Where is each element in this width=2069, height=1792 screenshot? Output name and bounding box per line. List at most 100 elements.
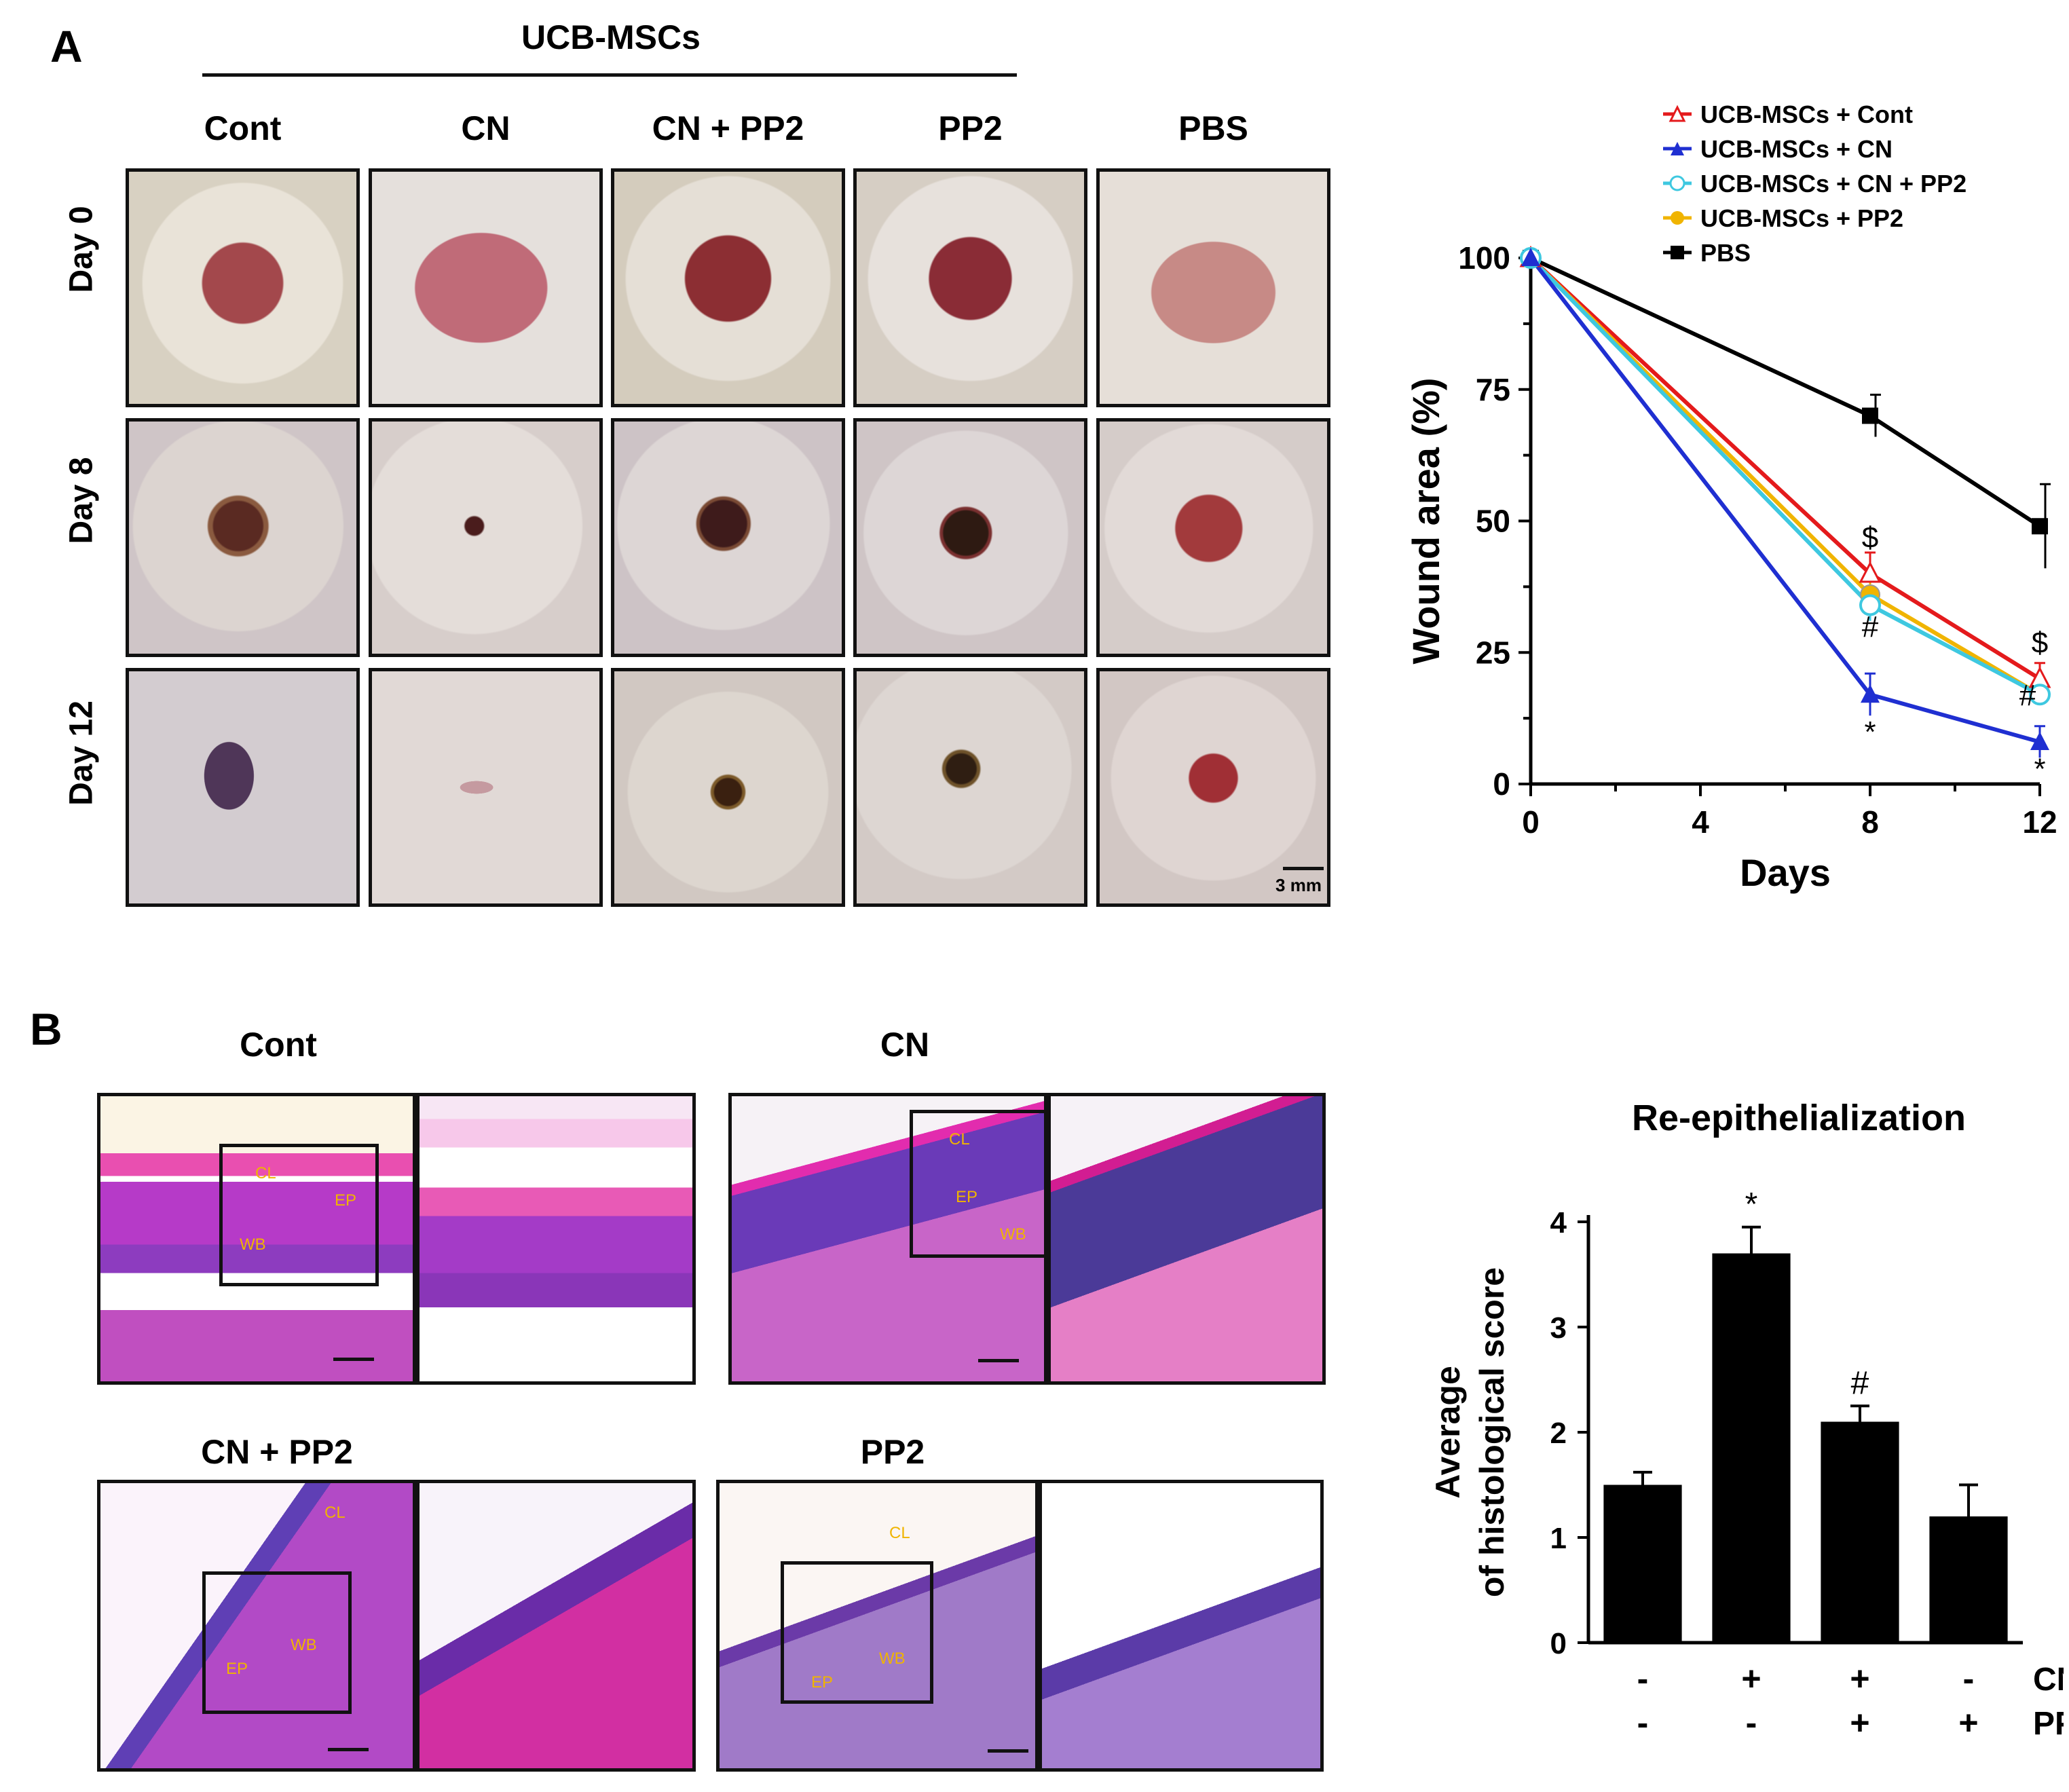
label-ep: EP xyxy=(811,1673,834,1692)
row-label-day0: Day 0 xyxy=(63,206,100,293)
histology-cn-pp2-overview: CL EP WB xyxy=(97,1480,416,1772)
y-tick-label: 25 xyxy=(1476,635,1510,670)
y-tick-label: 0 xyxy=(1550,1627,1567,1660)
pp2-condition: - xyxy=(1746,1704,1757,1742)
histo-title-pp2: PP2 xyxy=(860,1433,925,1471)
point xyxy=(2030,732,2049,750)
legend-entry: UCB-MSCs + PP2 xyxy=(1700,204,1903,232)
significance-mark: * xyxy=(2034,752,2045,785)
pp2-row-label: PP2 xyxy=(2033,1706,2064,1742)
label-wb: WB xyxy=(879,1649,906,1668)
chart-title: Re-epithelialization xyxy=(1632,1098,1966,1138)
scale-bar xyxy=(978,1359,1019,1362)
roi-box xyxy=(219,1144,379,1286)
wound-photo-pp2-day8 xyxy=(853,418,1087,657)
histology-cn-zoom xyxy=(1047,1093,1326,1385)
panel-letter-b: B xyxy=(30,1004,62,1054)
wound-photo-pbs-day12: 3 mm xyxy=(1096,668,1330,907)
series-line xyxy=(1529,256,2041,528)
x-tick-label: 0 xyxy=(1522,804,1540,840)
histo-title-cn: CN xyxy=(880,1026,930,1064)
histology-cont-overview: CL EP WB xyxy=(97,1093,416,1385)
histology-cn-pp2-zoom xyxy=(416,1480,696,1772)
histo-title-cont: Cont xyxy=(240,1026,317,1064)
wound-photo-cont-day12 xyxy=(126,668,360,907)
wound-photo-cn-pp2-day8 xyxy=(611,418,845,657)
series-line xyxy=(1529,256,2041,681)
y-tick-label: 2 xyxy=(1550,1417,1567,1450)
column-header-pbs: PBS xyxy=(1178,109,1248,147)
label-ep: EP xyxy=(335,1191,357,1210)
y-tick-label: 4 xyxy=(1550,1206,1567,1239)
column-header-cn-pp2: CN + PP2 xyxy=(652,109,804,147)
scale-bar xyxy=(328,1748,369,1751)
pp2-condition: + xyxy=(1958,1704,1978,1742)
significance-mark: # xyxy=(1862,610,1879,643)
y-tick-label: 0 xyxy=(1493,766,1510,802)
significance-mark: $ xyxy=(2032,626,2048,659)
label-cl: CL xyxy=(255,1164,276,1182)
wound-photo-cn-day8 xyxy=(369,418,603,657)
panel-letter-a: A xyxy=(50,21,83,71)
significance-mark: # xyxy=(1851,1365,1869,1401)
label-wb: WB xyxy=(1000,1225,1026,1244)
wound-photo-pp2-day12 xyxy=(853,668,1087,907)
point xyxy=(2032,518,2048,535)
roi-box xyxy=(781,1561,933,1704)
re-epithelialization-chart: Re-epithelialization 0 1 2 3 4 Average of histo… xyxy=(1429,1098,2064,1742)
histology-cn-overview: CL EP WB xyxy=(728,1093,1047,1385)
group-bracket-line xyxy=(202,73,1017,77)
significance-mark: * xyxy=(1864,715,1876,749)
scale-bar xyxy=(988,1749,1028,1753)
legend-marker xyxy=(1671,246,1684,259)
y-tick-label: 100 xyxy=(1458,240,1510,276)
point xyxy=(2029,684,2051,706)
row-label-day8: Day 8 xyxy=(63,457,100,544)
point xyxy=(1859,594,1881,616)
legend-entry: PBS xyxy=(1700,239,1751,267)
scale-bar xyxy=(1283,867,1324,870)
column-header-pp2: PP2 xyxy=(938,109,1003,147)
row-label-day12: Day 12 xyxy=(63,701,100,806)
wound-photo-pbs-day8 xyxy=(1096,418,1330,657)
point xyxy=(1862,407,1878,424)
significance-mark: $ xyxy=(1862,521,1878,554)
label-ep: EP xyxy=(226,1660,248,1678)
wound-photo-cn-pp2-day0 xyxy=(611,168,845,407)
group-label: UCB-MSCs xyxy=(521,18,701,56)
wound-photo-cn-day0 xyxy=(369,168,603,407)
y-tick-label: 75 xyxy=(1476,372,1510,407)
wound-photo-cn-pp2-day12 xyxy=(611,668,845,907)
pp2-condition: + xyxy=(1850,1704,1869,1742)
scale-bar xyxy=(333,1358,374,1361)
cn-condition: + xyxy=(1850,1660,1869,1698)
y-axis-label-line1: Average xyxy=(1429,1366,1467,1498)
x-tick-label: 12 xyxy=(2022,804,2057,840)
significance-mark: * xyxy=(1745,1187,1758,1222)
legend-entry: UCB-MSCs + CN + PP2 xyxy=(1700,170,1967,198)
cn-condition: + xyxy=(1741,1660,1761,1698)
wound-photo-pbs-day0 xyxy=(1096,168,1330,407)
histo-title-cn-pp2: CN + PP2 xyxy=(201,1433,353,1471)
legend-entry: UCB-MSCs + Cont xyxy=(1700,100,1913,128)
roi-box xyxy=(202,1571,352,1714)
x-tick-label: 4 xyxy=(1692,804,1709,840)
cn-condition: - xyxy=(1637,1660,1649,1698)
x-axis-label: Days xyxy=(1740,851,1831,894)
x-tick-label: 8 xyxy=(1861,804,1879,840)
wound-photo-cont-day8 xyxy=(126,418,360,657)
pp2-condition: - xyxy=(1637,1704,1649,1742)
label-cl: CL xyxy=(324,1504,346,1522)
roi-box xyxy=(910,1110,1044,1258)
y-tick-label: 50 xyxy=(1476,504,1510,539)
significance-mark: # xyxy=(2019,679,2036,712)
scale-bar-label: 3 mm xyxy=(1275,875,1322,895)
point xyxy=(1521,248,1540,266)
bar xyxy=(1603,1485,1682,1643)
label-ep: EP xyxy=(956,1188,978,1206)
histology-pp2-zoom xyxy=(1039,1480,1324,1772)
y-tick-label: 3 xyxy=(1550,1311,1567,1345)
legend-entry: UCB-MSCs + CN xyxy=(1700,135,1893,163)
wound-photo-pp2-day0 xyxy=(853,168,1087,407)
y-tick-label: 1 xyxy=(1550,1522,1567,1555)
